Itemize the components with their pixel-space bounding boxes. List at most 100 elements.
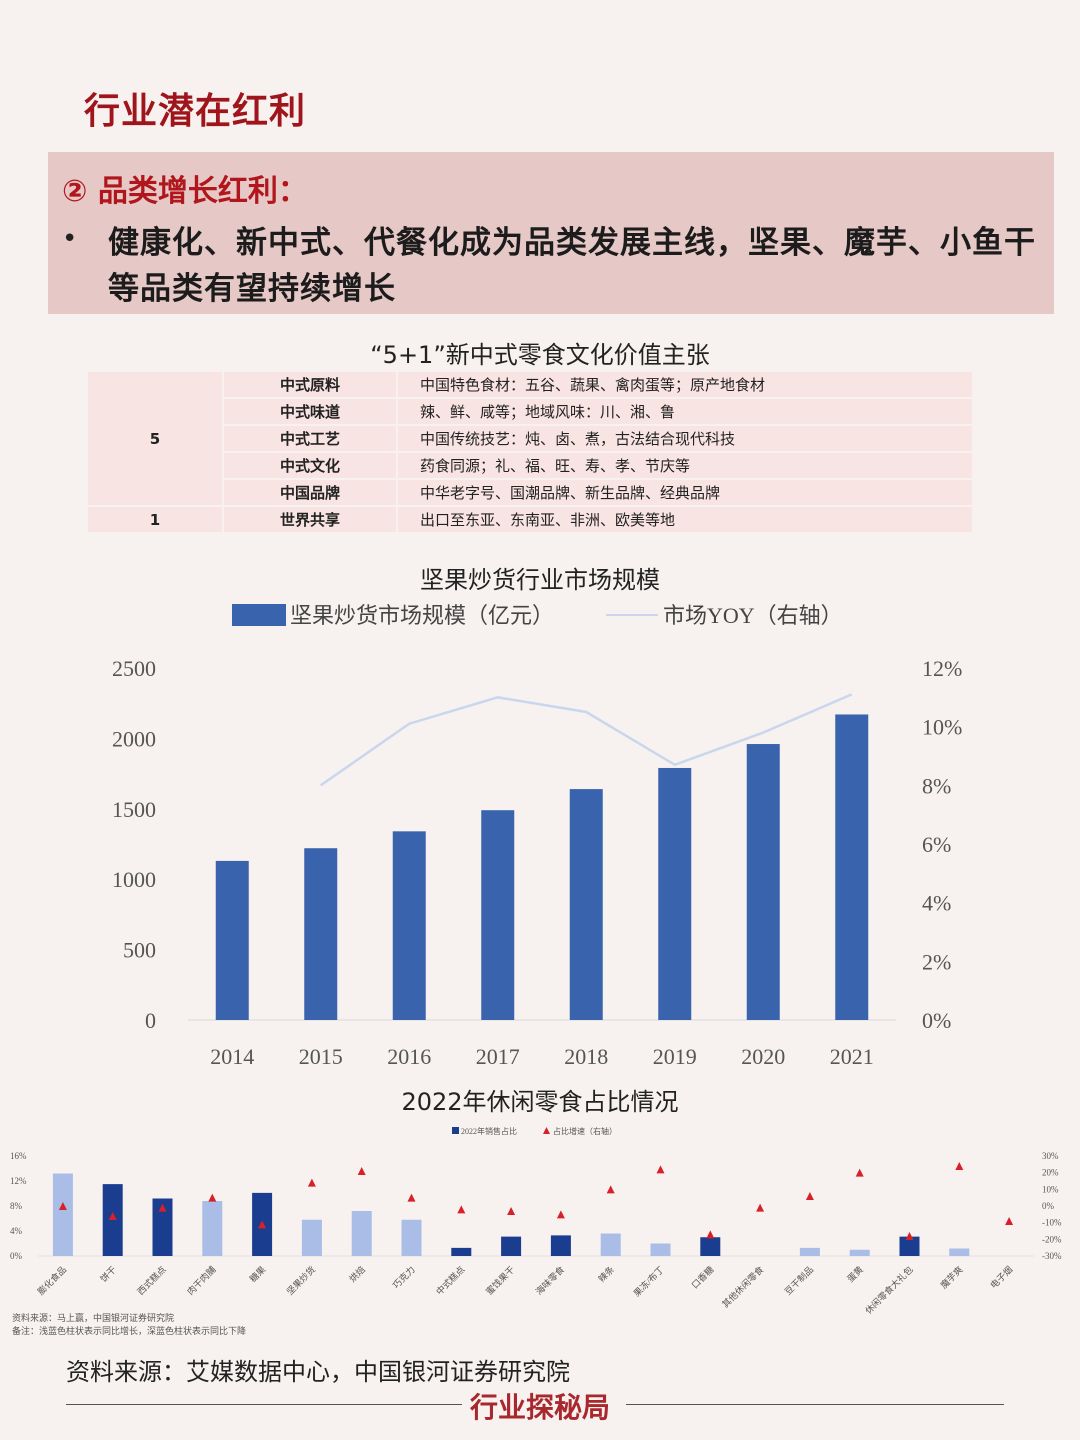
table-row: 中式味道 辣、鲜、咸等；地域风味：川、湘、鲁	[88, 399, 974, 424]
x-tick-label: 蜜饯果干	[483, 1264, 516, 1297]
market-size-bar	[481, 810, 515, 1020]
x-tick-label: 其他休闲零食	[720, 1264, 766, 1310]
y-left-tick-label: 2000	[112, 726, 156, 751]
table-row: 1 世界共享 出口至东亚、东南亚、非洲、欧美等地	[88, 507, 974, 532]
growth-marker	[955, 1162, 964, 1170]
x-tick-label: 果冻/布丁	[631, 1264, 666, 1299]
table-row: 中国品牌 中华老字号、国潮品牌、新生品牌、经典品牌	[88, 480, 974, 505]
x-tick-label: 中式糕点	[433, 1264, 466, 1297]
x-tick-label: 口香糖	[689, 1264, 716, 1291]
x-tick-label: 2014	[210, 1044, 254, 1069]
share-bar	[550, 1235, 571, 1256]
chart-note: 备注：浅蓝色柱状表示同比增长，深蓝色柱状表示同比下降	[12, 1325, 246, 1336]
share-bar	[600, 1233, 621, 1256]
table-group-number: 1	[88, 507, 224, 532]
chart2-title: 2022年休闲零食占比情况	[401, 1088, 679, 1116]
y-left-tick-label: 1000	[112, 867, 156, 892]
x-tick-label: 糖果	[247, 1264, 268, 1285]
growth-marker	[606, 1185, 615, 1194]
legend-bar-label: 坚果炒货市场规模（亿元）	[290, 603, 554, 628]
growth-marker	[208, 1193, 217, 1202]
y-right-tick-label: -20%	[1042, 1234, 1062, 1244]
x-tick-label: 2015	[299, 1044, 343, 1069]
x-tick-label: 膨化食品	[35, 1264, 68, 1297]
table-category: 中式味道	[224, 399, 398, 424]
y-right-tick-label: 8%	[922, 773, 951, 798]
y-left-tick-label: 12%	[10, 1176, 27, 1186]
x-tick-label: 休闲零食大礼包	[863, 1264, 915, 1316]
share-bar	[202, 1201, 223, 1256]
table-category: 中式工艺	[224, 426, 398, 451]
x-tick-label: 2019	[653, 1044, 697, 1069]
y-left-tick-label: 0	[145, 1008, 156, 1033]
y-left-tick-label: 500	[123, 938, 156, 963]
y-left-tick-label: 8%	[10, 1201, 23, 1211]
table-row: 中式文化 药食同源；礼、福、旺、寿、孝、节庆等	[88, 453, 974, 478]
y-right-tick-label: 12%	[922, 656, 962, 681]
growth-marker	[805, 1192, 814, 1200]
growth-marker	[556, 1210, 565, 1219]
legend-bar-swatch	[232, 604, 286, 626]
growth-marker	[58, 1202, 67, 1210]
table-description: 药食同源；礼、福、旺、寿、孝、节庆等	[398, 453, 974, 478]
market-size-bar	[658, 767, 692, 1020]
legend-share-label: 2022年销售占比	[461, 1126, 517, 1136]
legend-growth-marker	[543, 1127, 550, 1134]
y-right-tick-label: 0%	[922, 1008, 951, 1033]
x-tick-label: 2016	[387, 1044, 431, 1069]
share-bar	[401, 1219, 422, 1256]
table-category: 中式原料	[224, 372, 398, 397]
market-size-bar	[569, 789, 603, 1020]
y-left-tick-label: 0%	[10, 1251, 23, 1261]
y-right-tick-label: 2%	[922, 949, 951, 974]
share-bar	[949, 1248, 970, 1256]
growth-marker	[1005, 1217, 1014, 1225]
footer-brand: 行业探秘局	[469, 1391, 610, 1424]
table-description: 中华老字号、国潮品牌、新生品牌、经典品牌	[398, 480, 974, 505]
callout-bullet-text: 健康化、新中式、代餐化成为品类发展主线，坚果、魔芋、小鱼干等品类有望持续增长	[108, 225, 1036, 307]
table-group-number: 5	[88, 372, 224, 505]
y-right-tick-label: 10%	[1042, 1184, 1059, 1194]
x-tick-label: 2020	[741, 1044, 785, 1069]
y-left-tick-label: 16%	[10, 1151, 27, 1161]
growth-marker	[357, 1167, 366, 1175]
market-size-bar	[304, 848, 338, 1020]
x-tick-label: 2017	[476, 1044, 520, 1069]
culture-table: 5 中式原料 中国特色食材：五谷、蔬果、禽肉蛋等；原产地食材 中式味道 辣、鲜、…	[88, 370, 974, 534]
x-tick-label: 海味零食	[533, 1264, 566, 1297]
y-right-tick-label: -10%	[1042, 1218, 1062, 1228]
share-bar	[301, 1219, 322, 1256]
share-bar	[451, 1247, 472, 1256]
market-size-bar	[835, 714, 869, 1020]
table-description: 中国传统技艺：炖、卤、煮，古法结合现代科技	[398, 426, 974, 451]
footer-divider-left	[66, 1404, 462, 1405]
x-tick-label: 西式糕点	[135, 1264, 168, 1297]
share-bar	[152, 1198, 173, 1256]
growth-marker	[407, 1193, 416, 1202]
market-size-bar	[746, 744, 780, 1020]
y-right-tick-label: 10%	[922, 715, 962, 740]
x-tick-label: 魔芋爽	[938, 1264, 965, 1291]
market-size-bar	[392, 831, 426, 1020]
chart-note: 资料来源：马上赢，中国银河证券研究院	[12, 1312, 174, 1323]
growth-marker	[756, 1203, 765, 1212]
share-bar	[799, 1247, 820, 1256]
share-bar	[849, 1249, 870, 1256]
table-row: 中式工艺 中国传统技艺：炖、卤、煮，古法结合现代科技	[88, 426, 974, 451]
table-title: “5+1”新中式零食文化价值主张	[370, 341, 710, 369]
growth-marker	[108, 1212, 117, 1220]
market-size-bar	[215, 860, 249, 1020]
y-right-tick-label: 30%	[1042, 1151, 1059, 1161]
growth-marker	[656, 1165, 665, 1174]
x-tick-label: 巧克力	[390, 1264, 417, 1291]
y-right-tick-label: 6%	[922, 832, 951, 857]
y-right-tick-label: -30%	[1042, 1251, 1062, 1261]
y-right-tick-label: 20%	[1042, 1168, 1059, 1178]
y-right-tick-label: 4%	[922, 891, 951, 916]
y-right-tick-label: 0%	[1042, 1201, 1055, 1211]
legend-growth-label: 占比增速（右轴）	[553, 1126, 617, 1136]
share-bar	[899, 1236, 920, 1256]
footer-divider-right	[626, 1404, 1004, 1405]
